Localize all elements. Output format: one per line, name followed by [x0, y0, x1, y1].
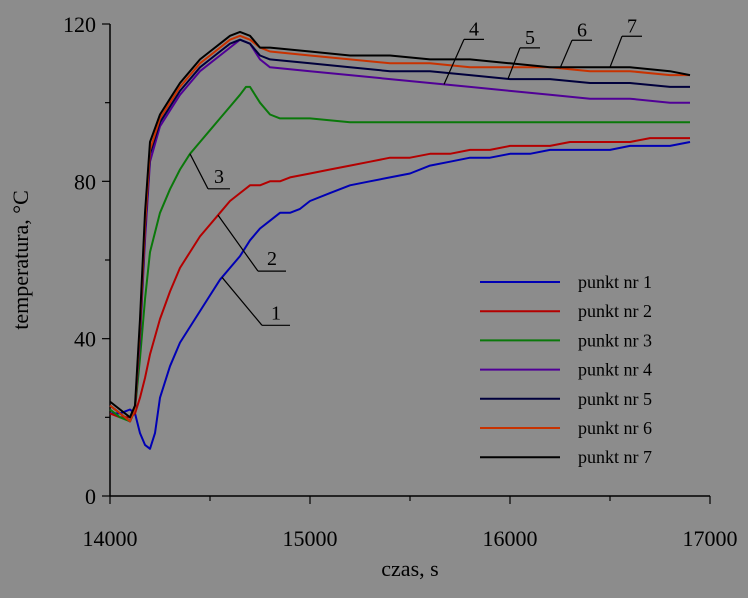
curve-5-leader	[507, 47, 521, 80]
curve-6-leader	[559, 40, 573, 69]
curve-4-leader	[443, 39, 465, 85]
curve-1-leader	[221, 276, 263, 326]
curve-7-leader	[609, 36, 623, 68]
legend-label-3: punkt nr 3	[578, 330, 652, 350]
curve-2-label: 2	[267, 248, 277, 270]
curve-6-label: 6	[577, 19, 587, 41]
curve-4-label: 4	[469, 18, 479, 40]
legend-label-5: punkt nr 5	[578, 389, 652, 409]
legend: punkt nr 1 punkt nr 2 punkt nr 3 punkt nr 4…	[480, 272, 652, 467]
legend-label-6: punkt nr 6	[578, 418, 652, 438]
x-tick-label: 15000	[283, 526, 338, 551]
legend-label-2: punkt nr 2	[578, 301, 652, 321]
curve-labels: 1 2 3 4 5 6 7	[189, 15, 642, 326]
x-tick-label: 17000	[683, 526, 738, 551]
y-tick-label: 0	[85, 484, 96, 509]
series-line-1	[110, 141, 691, 450]
legend-label-1: punkt nr 1	[578, 272, 652, 292]
legend-label-4: punkt nr 4	[578, 360, 652, 380]
y-tick-label: 80	[74, 169, 96, 194]
y-axis-label: temperatura, °C	[8, 190, 33, 330]
curve-3-leader	[189, 153, 209, 190]
legend-label-7: punkt nr 7	[578, 447, 652, 467]
x-tick-label: 14000	[83, 526, 138, 551]
axes: 0 40 80 120 14000 15000 16000 17000	[63, 12, 738, 551]
curve-3-label: 3	[214, 166, 224, 188]
curve-2-leader	[217, 214, 259, 272]
y-tick-label: 120	[63, 12, 96, 37]
y-tick-label: 40	[74, 327, 96, 352]
series-line-7	[109, 30, 691, 419]
curve-7-label: 7	[627, 15, 637, 37]
series-line-2	[109, 137, 690, 419]
x-axis-label: czas, s	[381, 556, 438, 581]
x-tick-label: 16000	[483, 526, 538, 551]
series-line-3	[109, 85, 690, 423]
curve-5-label: 5	[525, 27, 535, 49]
series-layer	[109, 30, 691, 450]
curve-1-label: 1	[271, 302, 281, 324]
